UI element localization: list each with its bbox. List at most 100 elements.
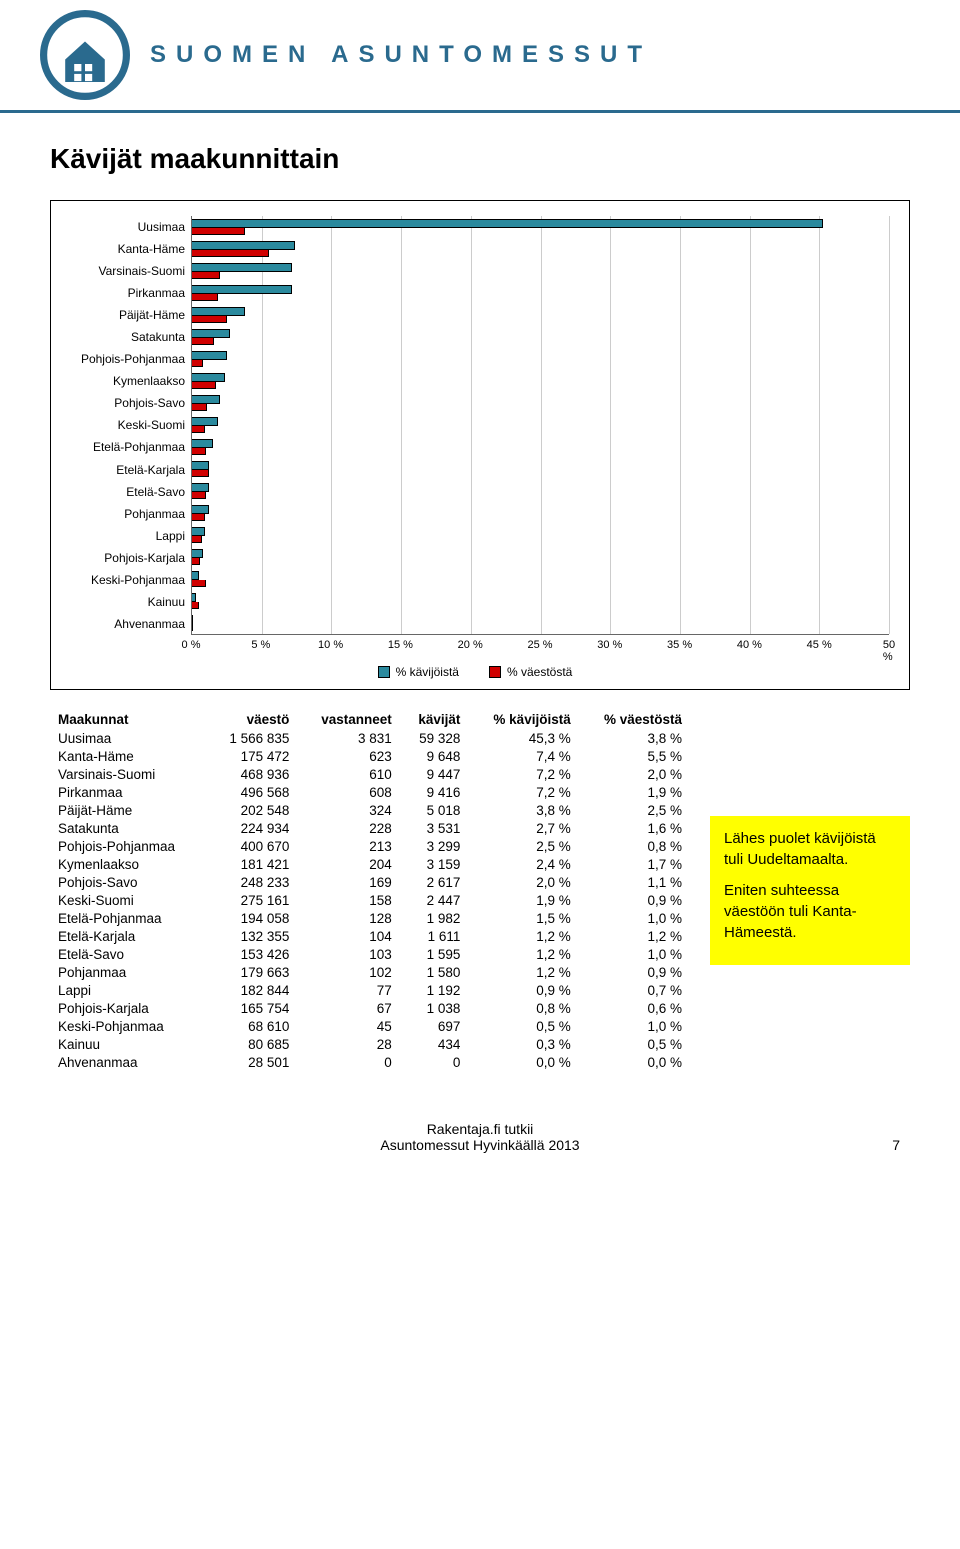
header: SUOMEN ASUNTOMESSUT [0, 0, 960, 113]
page-title: Kävijät maakunnittain [50, 143, 910, 175]
table-header: väestö [207, 710, 297, 729]
table-cell: 468 936 [207, 765, 297, 783]
x-tick: 50 % [883, 639, 895, 663]
bar-kavijoista [192, 615, 193, 624]
bar-kavijoista [192, 461, 209, 470]
bar-kavijoista [192, 351, 227, 360]
table-cell: 1,5 % [468, 909, 578, 927]
table-cell: 1,2 % [468, 927, 578, 945]
bar-vaestosta [192, 470, 209, 477]
table-cell: 3,8 % [468, 801, 578, 819]
table-cell: 45 [297, 1017, 399, 1035]
chart-category-label: Kainuu [61, 591, 191, 613]
bar-vaestosta [192, 316, 227, 323]
bar-vaestosta [192, 404, 207, 411]
bar-vaestosta [192, 558, 200, 565]
table-cell: 7,4 % [468, 747, 578, 765]
bar-kavijoista [192, 549, 203, 558]
note-p2: Eniten suhteessa väestöön tuli Kanta-Häm… [724, 880, 896, 943]
bar-vaestosta [192, 338, 214, 345]
chart-category-label: Pohjois-Pohjanmaa [61, 348, 191, 370]
table-cell: 610 [297, 765, 399, 783]
table-cell: 102 [297, 963, 399, 981]
table-cell-region: Satakunta [50, 819, 207, 837]
bar-vaestosta [192, 492, 206, 499]
chart-category-label: Uusimaa [61, 216, 191, 238]
table-header: % kävijöistä [468, 710, 578, 729]
table-row: Uusimaa1 566 8353 83159 32845,3 %3,8 % [50, 729, 690, 747]
table-row: Pohjois-Savo248 2331692 6172,0 %1,1 % [50, 873, 690, 891]
table-cell-region: Etelä-Karjala [50, 927, 207, 945]
bar-kavijoista [192, 571, 199, 580]
table-header: kävijät [400, 710, 469, 729]
table-cell-region: Keski-Pohjanmaa [50, 1017, 207, 1035]
legend-label: % kävijöistä [396, 665, 459, 679]
table-cell: 132 355 [207, 927, 297, 945]
table-cell: 2,0 % [468, 873, 578, 891]
bar-vaestosta [192, 536, 202, 543]
table-cell: 228 [297, 819, 399, 837]
table-cell: 2,4 % [468, 855, 578, 873]
table-cell-region: Etelä-Pohjanmaa [50, 909, 207, 927]
table-cell: 1,0 % [579, 1017, 690, 1035]
table-cell: 248 233 [207, 873, 297, 891]
x-tick: 30 % [597, 639, 622, 651]
table-cell: 1,6 % [579, 819, 690, 837]
table-cell: 1 192 [400, 981, 469, 999]
table-cell: 434 [400, 1035, 469, 1053]
table-cell: 1 611 [400, 927, 469, 945]
table-cell: 194 058 [207, 909, 297, 927]
table-cell: 1 038 [400, 999, 469, 1017]
highlight-note: Lähes puolet kävijöistä tuli Uudeltamaal… [710, 816, 910, 965]
chart-category-label: Etelä-Pohjanmaa [61, 436, 191, 458]
table-cell: 0,5 % [468, 1017, 578, 1035]
bar-vaestosta [192, 250, 269, 257]
table-cell: 608 [297, 783, 399, 801]
table-cell-region: Varsinais-Suomi [50, 765, 207, 783]
bar-vaestosta [192, 624, 193, 631]
table-header: vastanneet [297, 710, 399, 729]
chart-category-label: Pohjois-Karjala [61, 547, 191, 569]
table-cell: 158 [297, 891, 399, 909]
table-cell: 275 161 [207, 891, 297, 909]
x-tick: 0 % [182, 639, 201, 651]
bar-group [192, 282, 889, 304]
table-header: % väestöstä [579, 710, 690, 729]
bar-kavijoista [192, 417, 218, 426]
table-cell: 1,0 % [579, 909, 690, 927]
table-cell: 1 595 [400, 945, 469, 963]
bar-kavijoista [192, 527, 205, 536]
bar-group [192, 546, 889, 568]
legend-item: % kävijöistä [378, 665, 459, 679]
table-cell: 9 648 [400, 747, 469, 765]
table-cell: 1,2 % [468, 945, 578, 963]
legend-label: % väestöstä [507, 665, 572, 679]
table-row: Etelä-Pohjanmaa194 0581281 9821,5 %1,0 % [50, 909, 690, 927]
table-cell: 224 934 [207, 819, 297, 837]
chart-category-label: Pohjanmaa [61, 503, 191, 525]
table-cell: 324 [297, 801, 399, 819]
bar-kavijoista [192, 241, 295, 250]
table-cell: 202 548 [207, 801, 297, 819]
table-cell: 165 754 [207, 999, 297, 1017]
table-cell-region: Pohjois-Savo [50, 873, 207, 891]
footer-line2: Asuntomessut Hyvinkäällä 2013 [50, 1137, 910, 1153]
chart-category-label: Pirkanmaa [61, 282, 191, 304]
table-cell-region: Keski-Suomi [50, 891, 207, 909]
bar-kavijoista [192, 395, 220, 404]
chart-category-label: Keski-Suomi [61, 414, 191, 436]
x-tick: 10 % [318, 639, 343, 651]
table-cell: 0,3 % [468, 1035, 578, 1053]
page-number: 7 [892, 1137, 900, 1153]
chart-category-label: Pohjois-Savo [61, 392, 191, 414]
table-row: Keski-Pohjanmaa68 610456970,5 %1,0 % [50, 1017, 690, 1035]
table-row: Pohjois-Karjala165 754671 0380,8 %0,6 % [50, 999, 690, 1017]
bar-group [192, 414, 889, 436]
bar-group [192, 480, 889, 502]
chart-category-label: Varsinais-Suomi [61, 260, 191, 282]
chart-category-label: Kanta-Häme [61, 238, 191, 260]
table-cell: 697 [400, 1017, 469, 1035]
table-row: Pohjanmaa179 6631021 5801,2 %0,9 % [50, 963, 690, 981]
table-cell: 169 [297, 873, 399, 891]
table-cell: 153 426 [207, 945, 297, 963]
